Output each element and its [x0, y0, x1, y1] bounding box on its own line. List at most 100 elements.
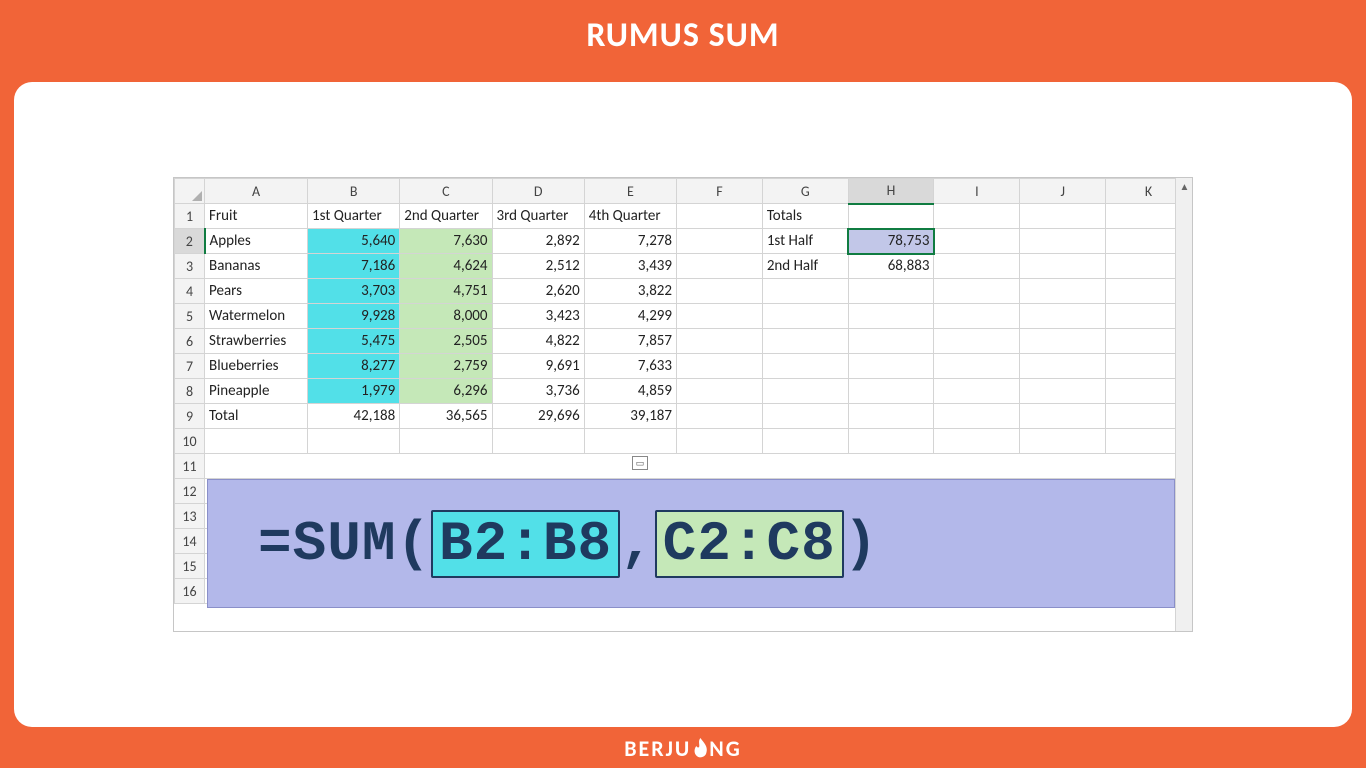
cell-G1[interactable]: Totals — [762, 204, 848, 229]
cell-B6[interactable]: 5,475 — [308, 329, 400, 354]
cell-C7[interactable]: 2,759 — [400, 354, 492, 379]
cell-H4[interactable] — [848, 279, 934, 304]
cell-D10[interactable] — [492, 429, 584, 454]
row-header-13[interactable]: 13 — [175, 504, 205, 529]
row-header-11[interactable]: 11 — [175, 454, 205, 479]
col-header-F[interactable]: F — [677, 179, 763, 204]
cell-E7[interactable]: 7,633 — [584, 354, 676, 379]
cell-D6[interactable]: 4,822 — [492, 329, 584, 354]
row-header-6[interactable]: 6 — [175, 329, 205, 354]
cell-A7[interactable]: Blueberries — [205, 354, 308, 379]
cell-G5[interactable] — [762, 304, 848, 329]
cell-A2[interactable]: Apples — [205, 229, 308, 254]
cell-D1[interactable]: 3rd Quarter — [492, 204, 584, 229]
col-header-D[interactable]: D — [492, 179, 584, 204]
col-header-J[interactable]: J — [1020, 179, 1106, 204]
row-header-12[interactable]: 12 — [175, 479, 205, 504]
col-header-A[interactable]: A — [205, 179, 308, 204]
cell-I5[interactable] — [934, 304, 1020, 329]
cell-G7[interactable] — [762, 354, 848, 379]
cell-D7[interactable]: 9,691 — [492, 354, 584, 379]
cell-C5[interactable]: 8,000 — [400, 304, 492, 329]
row-header-1[interactable]: 1 — [175, 204, 205, 229]
cell-E3[interactable]: 3,439 — [584, 254, 676, 279]
cell-G2[interactable]: 1st Half — [762, 229, 848, 254]
row-header-2[interactable]: 2 — [175, 229, 205, 254]
col-header-H[interactable]: H — [848, 179, 934, 204]
cell-A9[interactable]: Total — [205, 404, 308, 429]
cell-H9[interactable] — [848, 404, 934, 429]
cell-E9[interactable]: 39,187 — [584, 404, 676, 429]
col-header-G[interactable]: G — [762, 179, 848, 204]
cell-G10[interactable] — [762, 429, 848, 454]
cell-E8[interactable]: 4,859 — [584, 379, 676, 404]
cell-E4[interactable]: 3,822 — [584, 279, 676, 304]
cell-B8[interactable]: 1,979 — [308, 379, 400, 404]
cell-I9[interactable] — [934, 404, 1020, 429]
cell-J1[interactable] — [1020, 204, 1106, 229]
cell-C8[interactable]: 6,296 — [400, 379, 492, 404]
cell-I3[interactable] — [934, 254, 1020, 279]
cell-B1[interactable]: 1st Quarter — [308, 204, 400, 229]
cell-E5[interactable]: 4,299 — [584, 304, 676, 329]
cell-F4[interactable] — [677, 279, 763, 304]
row-header-3[interactable]: 3 — [175, 254, 205, 279]
cell-H6[interactable] — [848, 329, 934, 354]
autofill-options-icon[interactable]: ▭ — [632, 456, 648, 470]
row-header-10[interactable]: 10 — [175, 429, 205, 454]
cell-F8[interactable] — [677, 379, 763, 404]
col-header-C[interactable]: C — [400, 179, 492, 204]
cell-J10[interactable] — [1020, 429, 1106, 454]
cell-B10[interactable] — [308, 429, 400, 454]
cell-H2[interactable]: 78,753 — [848, 229, 934, 254]
cell-G4[interactable] — [762, 279, 848, 304]
cell-I7[interactable] — [934, 354, 1020, 379]
cell-B3[interactable]: 7,186 — [308, 254, 400, 279]
cell-J6[interactable] — [1020, 329, 1106, 354]
cell-G6[interactable] — [762, 329, 848, 354]
cell-J4[interactable] — [1020, 279, 1106, 304]
cell-J2[interactable] — [1020, 229, 1106, 254]
cell-B5[interactable]: 9,928 — [308, 304, 400, 329]
cell-D2[interactable]: 2,892 — [492, 229, 584, 254]
cell-E2[interactable]: 7,278 — [584, 229, 676, 254]
row-header-8[interactable]: 8 — [175, 379, 205, 404]
cell-C4[interactable]: 4,751 — [400, 279, 492, 304]
cell-B9[interactable]: 42,188 — [308, 404, 400, 429]
cell-J5[interactable] — [1020, 304, 1106, 329]
cell-I6[interactable] — [934, 329, 1020, 354]
cell-H10[interactable] — [848, 429, 934, 454]
cell-C6[interactable]: 2,505 — [400, 329, 492, 354]
cell-A10[interactable] — [205, 429, 308, 454]
cell-D5[interactable]: 3,423 — [492, 304, 584, 329]
cell-H5[interactable] — [848, 304, 934, 329]
row-header-15[interactable]: 15 — [175, 554, 205, 579]
cell-I1[interactable] — [934, 204, 1020, 229]
cell-C9[interactable]: 36,565 — [400, 404, 492, 429]
cell-B2[interactable]: 5,640 — [308, 229, 400, 254]
cell-C2[interactable]: 7,630 — [400, 229, 492, 254]
cell-F3[interactable] — [677, 254, 763, 279]
cell-F7[interactable] — [677, 354, 763, 379]
select-all-corner[interactable] — [175, 179, 205, 204]
cell-D4[interactable]: 2,620 — [492, 279, 584, 304]
cell-A1[interactable]: Fruit — [205, 204, 308, 229]
col-header-E[interactable]: E — [584, 179, 676, 204]
cell-D8[interactable]: 3,736 — [492, 379, 584, 404]
cell-G8[interactable] — [762, 379, 848, 404]
cell-H8[interactable] — [848, 379, 934, 404]
cell-F6[interactable] — [677, 329, 763, 354]
cell-C1[interactable]: 2nd Quarter — [400, 204, 492, 229]
cell-J8[interactable] — [1020, 379, 1106, 404]
cell-I2[interactable] — [934, 229, 1020, 254]
vertical-scrollbar[interactable]: ▲ — [1175, 178, 1192, 631]
cell-H3[interactable]: 68,883 — [848, 254, 934, 279]
cell-D9[interactable]: 29,696 — [492, 404, 584, 429]
cell-G9[interactable] — [762, 404, 848, 429]
row-header-5[interactable]: 5 — [175, 304, 205, 329]
cell-I8[interactable] — [934, 379, 1020, 404]
cell-I10[interactable] — [934, 429, 1020, 454]
cell-A4[interactable]: Pears — [205, 279, 308, 304]
cell-F2[interactable] — [677, 229, 763, 254]
row-header-4[interactable]: 4 — [175, 279, 205, 304]
